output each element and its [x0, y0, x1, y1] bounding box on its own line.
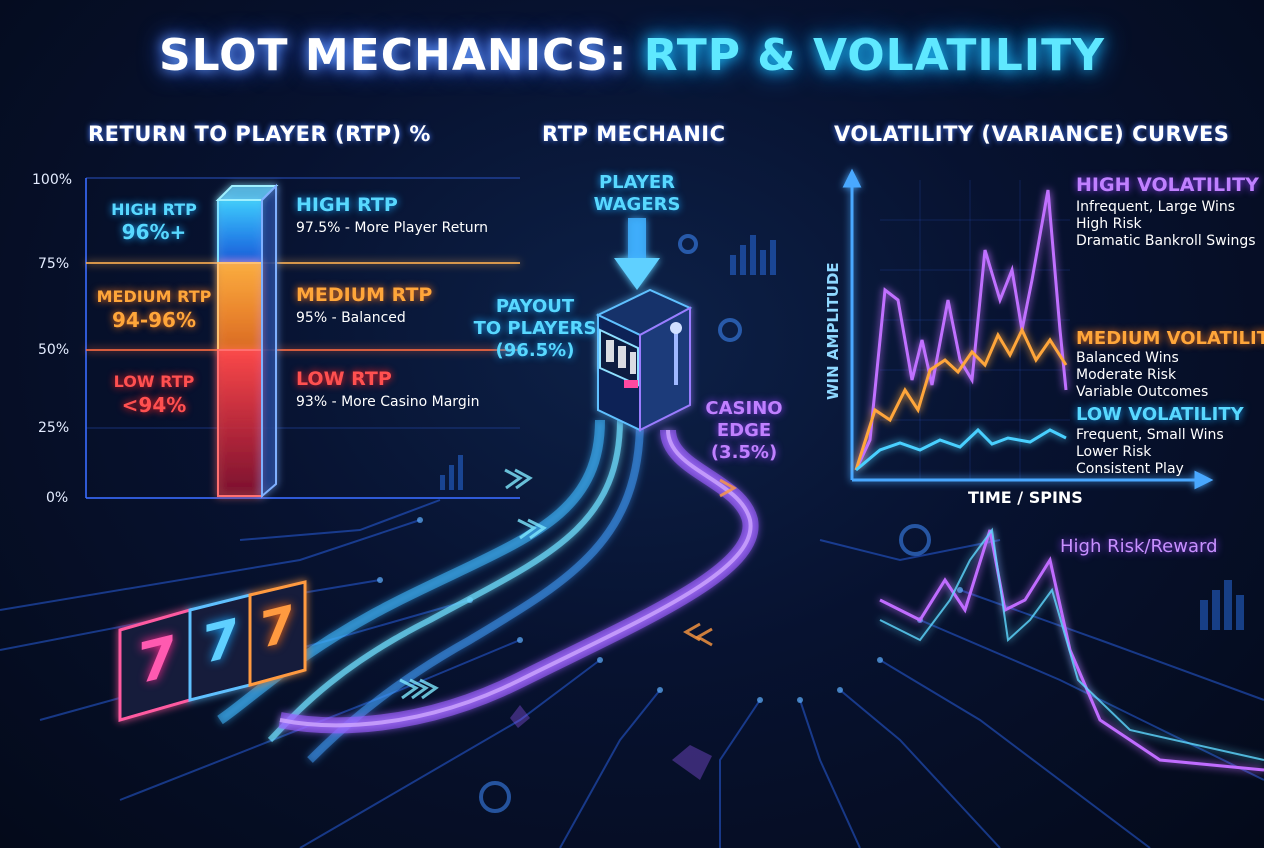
- payout-line-1: PAYOUT: [495, 296, 575, 317]
- rtp-tick-25: 25%: [38, 420, 70, 436]
- wager-arrow-icon: [614, 218, 660, 290]
- payout-label: PAYOUT TO PLAYERS (96.5%): [470, 296, 600, 362]
- legend-low-name: LOW VOLATILITY: [1076, 404, 1244, 425]
- legend-low-line-2: Lower Risk: [1076, 444, 1152, 460]
- rtp-tick-75: 75%: [38, 256, 70, 272]
- reel-seven-3: 7: [260, 593, 295, 661]
- payout-line-2: TO PLAYERS: [473, 318, 597, 339]
- edge-line-2: EDGE: [716, 420, 772, 441]
- title-part-1: SLOT MECHANICS:: [158, 30, 644, 81]
- rtp-tick-50: 50%: [38, 342, 70, 358]
- legend-high-line-2: High Risk: [1076, 216, 1142, 232]
- rtp-tick-0: 0%: [46, 490, 69, 506]
- reel-seven-2: 7: [203, 607, 240, 677]
- legend-high-name: HIGH VOLATILITY: [1076, 174, 1259, 196]
- rtp-right-medium-desc: 95% - Balanced: [296, 310, 406, 326]
- reels-icon: [118, 580, 307, 722]
- legend-medium-line-1: Balanced Wins: [1076, 350, 1179, 366]
- legend-medium-line-3: Variable Outcomes: [1076, 384, 1209, 400]
- rtp-left-low-name: LOW RTP: [113, 372, 195, 391]
- page-title: SLOT MECHANICS: RTP & VOLATILITY: [0, 30, 1264, 81]
- rtp-left-low-range: <94%: [121, 393, 187, 417]
- casino-edge-label: CASINO EDGE (3.5%): [694, 398, 794, 464]
- rtp-left-high-range: 96%+: [121, 220, 187, 244]
- rtp-heading: RETURN TO PLAYER (RTP) %: [88, 122, 431, 146]
- rtp-tick-100: 100%: [32, 172, 73, 188]
- rtp-right-low-name: LOW RTP: [296, 368, 392, 390]
- player-wagers-label: PLAYER WAGERS: [582, 172, 692, 216]
- wagers-line-2: WAGERS: [593, 194, 681, 215]
- legend-medium-line-2: Moderate Risk: [1076, 367, 1177, 383]
- high-risk-reward-label: High Risk/Reward: [1060, 536, 1218, 557]
- legend-high-line-3: Dramatic Bankroll Swings: [1076, 233, 1256, 249]
- title-part-2: RTP & VOLATILITY: [643, 30, 1105, 81]
- rtp-left-high-name: HIGH RTP: [111, 200, 197, 219]
- edge-line-3: (3.5%): [710, 442, 778, 463]
- rtp-right-high-name: HIGH RTP: [296, 194, 398, 216]
- rtp-right-high-desc: 97.5% - More Player Return: [296, 220, 489, 236]
- reel-seven-1: 7: [138, 623, 177, 698]
- slot-machine-icon: [595, 288, 693, 432]
- vol-xlabel: TIME / SPINS: [968, 488, 1083, 507]
- rtp-left-medium-name: MEDIUM RTP: [96, 287, 212, 306]
- legend-low-line-3: Consistent Play: [1076, 461, 1184, 477]
- edge-line-1: CASINO: [705, 398, 783, 419]
- legend-high-line-1: Infrequent, Large Wins: [1076, 199, 1236, 215]
- mechanic-heading: RTP MECHANIC: [542, 122, 726, 146]
- payout-line-3: (96.5%): [495, 340, 575, 361]
- volatility-heading: VOLATILITY (VARIANCE) CURVES: [834, 122, 1230, 146]
- rtp-right-medium-name: MEDIUM RTP: [296, 284, 433, 306]
- wagers-line-1: PLAYER: [598, 172, 676, 193]
- rtp-left-medium-range: 94-96%: [111, 308, 196, 332]
- legend-medium-name: MEDIUM VOLATILITY: [1076, 328, 1264, 349]
- rtp-right-low-desc: 93% - More Casino Margin: [296, 394, 480, 410]
- vol-ylabel: WIN AMPLITUDE: [824, 262, 842, 400]
- legend-low-line-1: Frequent, Small Wins: [1076, 427, 1224, 443]
